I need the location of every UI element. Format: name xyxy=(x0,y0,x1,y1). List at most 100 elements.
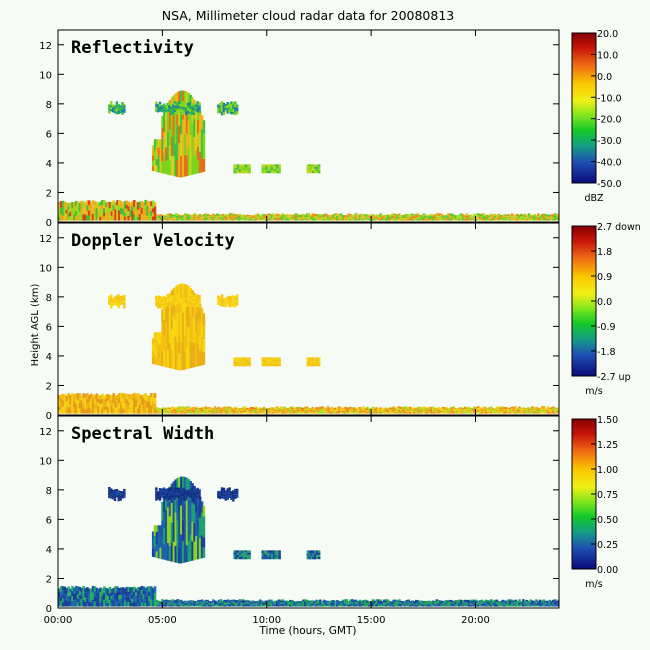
echo-cell xyxy=(121,408,125,414)
echo-cell xyxy=(198,217,202,219)
echo-cell xyxy=(405,599,409,603)
echo-cell xyxy=(287,412,290,414)
echo-cell xyxy=(484,599,487,602)
echo-cell xyxy=(182,410,185,412)
echo-cell xyxy=(291,604,294,607)
echo-cell xyxy=(518,604,521,607)
echo-cell xyxy=(177,493,181,496)
echo-cell xyxy=(221,407,224,410)
echo-cell xyxy=(67,586,70,592)
echo-cell xyxy=(217,409,221,411)
echo-cell xyxy=(142,598,145,603)
echo-cell xyxy=(118,599,121,603)
echo-cell xyxy=(266,215,269,218)
echo-cell xyxy=(106,595,110,600)
echo-cell xyxy=(197,146,200,160)
echo-cell xyxy=(118,591,121,596)
echo-cell xyxy=(197,120,200,134)
echo-cell xyxy=(347,410,350,413)
echo-cell xyxy=(548,214,551,217)
echo-cell xyxy=(249,604,253,607)
echo-cell xyxy=(158,101,162,105)
echo-cell xyxy=(265,167,268,170)
echo-cell xyxy=(129,593,132,601)
echo-cell xyxy=(193,504,196,524)
echo-cell xyxy=(240,359,244,361)
echo-cell xyxy=(198,215,202,218)
echo-cell xyxy=(535,218,538,221)
echo-cell xyxy=(59,402,63,406)
echo-cell xyxy=(309,604,313,607)
echo-cell xyxy=(353,218,356,220)
echo-cell xyxy=(281,603,285,606)
echo-cell xyxy=(272,171,276,174)
echo-cell xyxy=(418,215,422,217)
echo-cell xyxy=(422,406,425,409)
echo-cell xyxy=(195,349,198,367)
echo-cell xyxy=(242,600,245,603)
echo-cell xyxy=(548,408,551,411)
echo-cell xyxy=(208,412,211,414)
echo-cell xyxy=(185,494,188,497)
echo-cell xyxy=(390,409,393,411)
echo-cell xyxy=(510,408,514,410)
echo-cell xyxy=(351,605,354,607)
echo-cell xyxy=(366,600,369,603)
echo-cell xyxy=(190,296,194,300)
echo-cell xyxy=(185,410,189,413)
echo-cell xyxy=(430,217,433,219)
echo-cell xyxy=(360,605,363,607)
echo-cell xyxy=(388,604,392,606)
echo-cell xyxy=(108,492,111,496)
echo-cell xyxy=(353,602,356,605)
echo-cell xyxy=(113,489,117,492)
echo-cell xyxy=(308,364,311,367)
echo-cell xyxy=(435,213,439,215)
echo-cell xyxy=(420,219,424,221)
echo-cell xyxy=(123,104,126,107)
echo-cell xyxy=(175,112,179,115)
echo-cell xyxy=(548,602,551,605)
echo-cell xyxy=(272,603,275,605)
echo-cell xyxy=(384,604,388,607)
echo-cell xyxy=(454,215,457,217)
echo-cell xyxy=(202,605,206,607)
echo-cell xyxy=(332,411,335,413)
echo-cell xyxy=(187,411,191,414)
echo-cell xyxy=(230,411,234,413)
echo-cell xyxy=(76,586,80,591)
echo-cell xyxy=(135,201,138,207)
echo-cell xyxy=(525,407,529,409)
echo-upper-cloud xyxy=(108,101,239,116)
echo-cell xyxy=(262,412,266,414)
echo-cell xyxy=(424,604,427,607)
echo-cell xyxy=(108,208,112,215)
echo-cell xyxy=(461,408,465,410)
echo-cell xyxy=(321,603,324,605)
echo-cell xyxy=(63,214,67,221)
echo-cell xyxy=(441,409,444,411)
echo-cell xyxy=(415,601,418,604)
echo-cell xyxy=(192,112,196,116)
echo-cell xyxy=(195,512,198,537)
echo-cell xyxy=(69,202,72,208)
echo-cell xyxy=(266,218,269,221)
echo-cell xyxy=(58,209,61,214)
echo-cell xyxy=(197,605,200,607)
echo-cell xyxy=(234,406,238,409)
echo-cell xyxy=(499,215,502,217)
echo-cell xyxy=(439,218,442,221)
echo-cell xyxy=(520,412,523,414)
echo-cell xyxy=(108,404,112,409)
echo-cell xyxy=(475,602,478,604)
echo-cell xyxy=(537,410,540,412)
echo-cell xyxy=(105,402,108,406)
echo-cell xyxy=(390,410,393,413)
echo-cell xyxy=(237,166,240,169)
echo-cell xyxy=(529,601,533,603)
echo-cell xyxy=(339,604,343,607)
echo-cell xyxy=(153,215,157,221)
echo-cell xyxy=(59,214,63,221)
echo-cell xyxy=(503,411,506,414)
